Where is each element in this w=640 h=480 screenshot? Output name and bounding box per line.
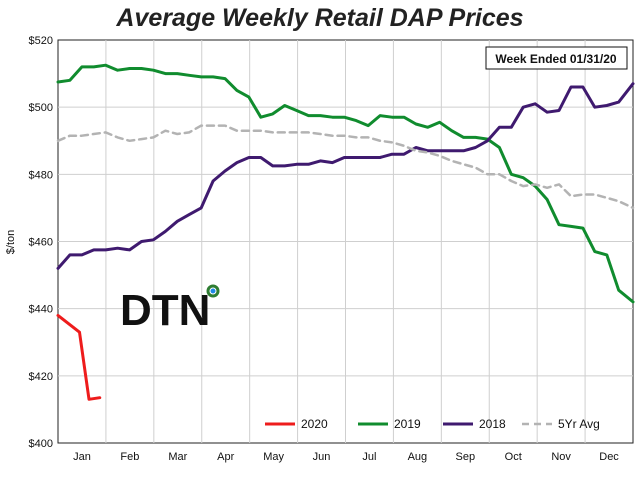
- legend-label: 5Yr Avg: [558, 417, 600, 431]
- x-tick-label: Sep: [456, 451, 476, 463]
- y-tick-label: $400: [29, 438, 53, 450]
- dtn-logo-text: DTN: [120, 286, 210, 335]
- grid-layer: [58, 40, 633, 443]
- dtn-logo-dot-inner: [210, 288, 216, 294]
- y-tick-label: $480: [29, 169, 53, 181]
- week-ended-annotation: Week Ended 01/31/20: [485, 46, 628, 70]
- x-tick-label: Mar: [168, 451, 187, 463]
- x-tick-label: Jun: [313, 451, 331, 463]
- legend-label: 2018: [479, 417, 506, 431]
- x-tick-label: Nov: [551, 451, 571, 463]
- x-tick-label: May: [263, 451, 284, 463]
- x-tick-label: Jul: [362, 451, 376, 463]
- chart-title: Average Weekly Retail DAP Prices: [116, 4, 524, 32]
- x-tick-label: Dec: [599, 451, 619, 463]
- y-axis-title: $/ton: [5, 230, 17, 254]
- series-line-2019: [56, 63, 635, 304]
- dtn-logo: DTN: [120, 284, 220, 335]
- x-tick-label: Jan: [73, 451, 91, 463]
- y-tick-label: $500: [29, 102, 53, 114]
- y-tick-label: $420: [29, 371, 53, 383]
- series-line-5yr-avg: [56, 124, 635, 210]
- x-tick-label: Apr: [217, 451, 234, 463]
- y-tick-labels: $400 $420 $440 $460 $480 $500 $520: [29, 35, 53, 450]
- x-tick-label: Feb: [120, 451, 139, 463]
- x-tick-label: Aug: [408, 451, 428, 463]
- legend-label: 2020: [301, 417, 328, 431]
- y-tick-label: $440: [29, 304, 53, 316]
- x-tick-label: Oct: [505, 451, 522, 463]
- legend: 2020 2019 2018 5Yr Avg: [265, 417, 600, 431]
- y-tick-label: $520: [29, 35, 53, 47]
- y-tick-label: $460: [29, 237, 53, 249]
- series-layer: [56, 63, 635, 401]
- series-line-2018: [56, 82, 635, 270]
- legend-label: 2019: [394, 417, 421, 431]
- x-tick-labels: Jan Feb Mar Apr May Jun Jul Aug Sep Oct Nov Dec: [73, 451, 619, 463]
- series-line-2020: [56, 313, 102, 401]
- week-ended-box: [485, 46, 628, 70]
- week-ended-text: Week Ended 01/31/20: [495, 52, 617, 66]
